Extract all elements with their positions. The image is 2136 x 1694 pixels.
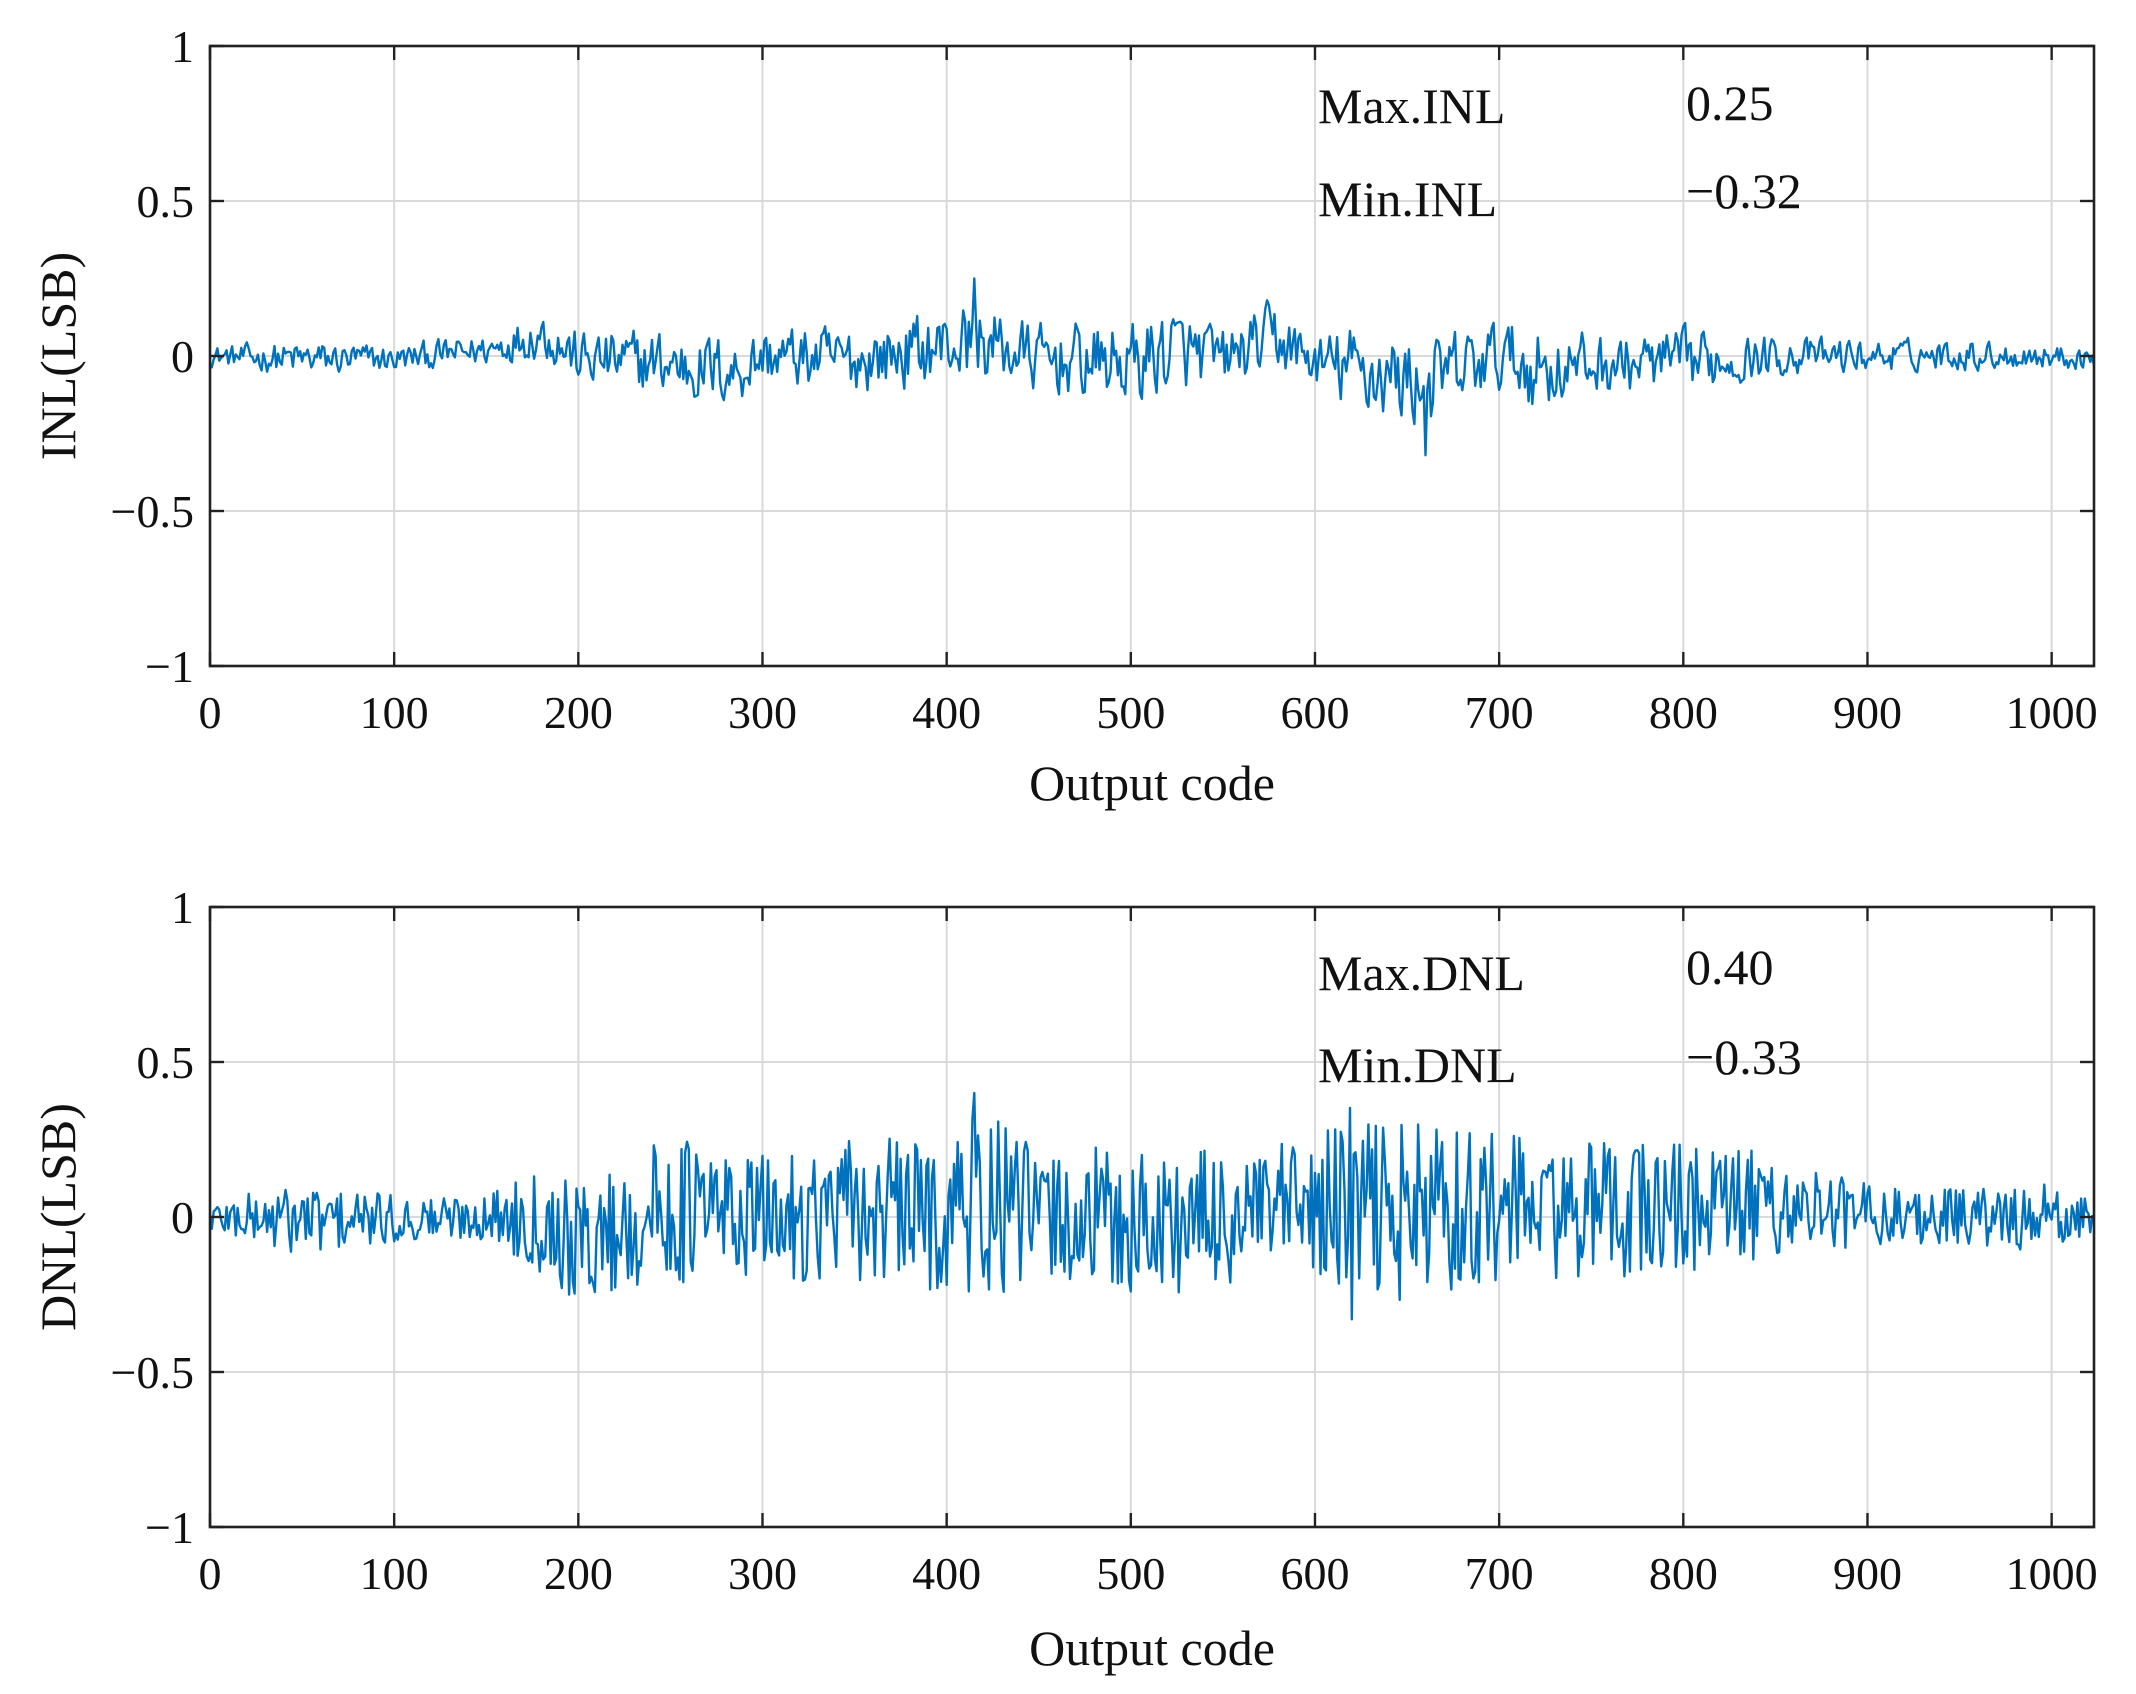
y-tick-label: −0.5 [111,486,194,537]
x-tick-label: 100 [360,1548,429,1599]
y-tick-label: −1 [145,1502,194,1553]
x-tick-label: 0 [199,687,222,738]
x-tick-label: 100 [360,687,429,738]
inl-series-line [208,277,2096,457]
inl-max-label: Max.INL [1318,78,1505,134]
x-tick-label: 400 [912,1548,981,1599]
x-tick-label: 800 [1649,1548,1718,1599]
y-tick-label: −0.5 [111,1347,194,1398]
x-tick-label: 500 [1096,1548,1165,1599]
x-tick-label: 300 [728,1548,797,1599]
dnl-ticks: 0 100 200 300 400 500 600 700 800 900 1000 1 0.5 0 −0.… [111,882,2098,1599]
y-tick-label: 0 [171,1192,194,1243]
inl-x-axis-label: Output code [1029,755,1275,811]
x-tick-label: 500 [1096,687,1165,738]
inl-y-axis-label: INL(LSB) [30,252,86,460]
x-tick-label: 900 [1833,1548,1902,1599]
x-tick-label: 300 [728,687,797,738]
y-tick-label: 0.5 [137,1037,195,1088]
x-tick-label: 700 [1465,1548,1534,1599]
x-tick-label: 800 [1649,687,1718,738]
inl-chart: 0 100 200 300 400 500 600 700 800 900 1000 1 0.5 0 −0.… [30,21,2098,811]
dnl-max-value: 0.40 [1686,939,1774,995]
dnl-y-axis-label: DNL(LSB) [30,1103,86,1331]
y-tick-label: −1 [145,641,194,692]
inl-max-value: 0.25 [1686,75,1774,131]
y-tick-label: 0.5 [137,176,195,227]
y-tick-label: 0 [171,331,194,382]
y-tick-label: 1 [171,882,194,933]
x-tick-label: 200 [544,687,613,738]
dnl-min-value: −0.33 [1686,1029,1802,1085]
x-tick-label: 900 [1833,687,1902,738]
dnl-x-axis-label: Output code [1029,1620,1275,1676]
inl-ticks: 0 100 200 300 400 500 600 700 800 900 1000 1 0.5 0 −0.… [111,21,2098,738]
x-tick-label: 1000 [2006,1548,2098,1599]
x-tick-label: 400 [912,687,981,738]
inl-grid [210,46,2094,666]
inl-min-label: Min.INL [1318,171,1497,227]
x-tick-label: 700 [1465,687,1534,738]
x-tick-label: 1000 [2006,687,2098,738]
x-tick-label: 600 [1280,1548,1349,1599]
x-tick-label: 200 [544,1548,613,1599]
x-tick-label: 600 [1280,687,1349,738]
dnl-chart: 0 100 200 300 400 500 600 700 800 900 1000 1 0.5 0 −0.… [30,882,2098,1676]
dnl-min-label: Min.DNL [1318,1037,1517,1093]
inl-min-value: −0.32 [1686,163,1802,219]
dnl-max-label: Max.DNL [1318,945,1525,1001]
dnl-series-line [208,1091,2096,1321]
x-tick-label: 0 [199,1548,222,1599]
y-tick-label: 1 [171,21,194,72]
